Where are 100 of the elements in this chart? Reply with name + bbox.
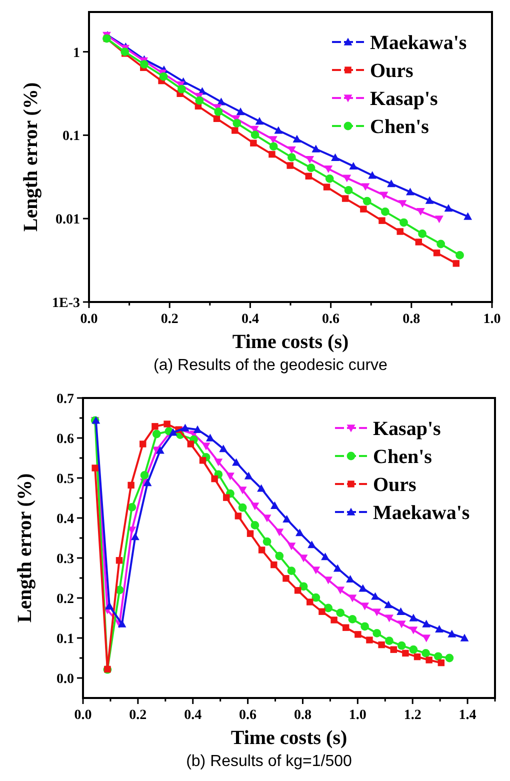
point <box>312 144 320 152</box>
point <box>296 528 304 536</box>
point <box>116 557 123 564</box>
point <box>286 162 294 169</box>
point <box>445 654 454 662</box>
x-tick-label: 1.0 <box>483 312 501 327</box>
point <box>213 115 220 122</box>
point <box>250 502 260 510</box>
point <box>195 96 204 105</box>
point <box>464 212 472 220</box>
point <box>433 250 440 256</box>
point <box>460 634 469 642</box>
point <box>299 582 308 591</box>
point <box>318 608 326 615</box>
point <box>321 552 330 560</box>
legend-label: Maekawa's <box>370 32 467 54</box>
point <box>140 60 148 68</box>
point <box>250 130 260 140</box>
point <box>336 586 345 594</box>
x-axis-title: Time costs (s) <box>232 331 349 353</box>
x-tick-label: 0.4 <box>184 708 202 723</box>
y-axis-title: Length error (%) <box>14 473 36 623</box>
x-axis-title: Time costs (s) <box>230 727 348 749</box>
y-tick-label: 0.7 <box>56 392 74 407</box>
legend-label: Ours <box>370 60 414 82</box>
point <box>308 540 316 548</box>
point <box>344 186 353 194</box>
point <box>360 622 370 631</box>
y-tick-label: 0.1 <box>56 632 74 647</box>
point <box>425 196 434 204</box>
point <box>348 594 357 602</box>
point <box>456 251 464 260</box>
point <box>371 592 380 600</box>
x-tick-label: 1.0 <box>348 708 366 723</box>
point <box>402 650 409 657</box>
x-tick-label: 0.4 <box>241 312 259 327</box>
point <box>238 503 247 512</box>
point <box>258 546 266 554</box>
point <box>324 576 332 584</box>
point <box>444 204 453 212</box>
point <box>282 575 290 582</box>
point <box>325 174 334 183</box>
x-tick-label: 0.2 <box>129 708 147 723</box>
y-tick-label: 1E-3 <box>52 296 80 311</box>
point <box>312 566 320 574</box>
point <box>223 494 230 501</box>
point <box>385 636 394 645</box>
point <box>156 446 164 454</box>
point <box>202 442 210 450</box>
point <box>193 425 202 433</box>
point <box>206 434 214 442</box>
point <box>128 503 136 512</box>
point <box>226 472 234 480</box>
point <box>92 464 98 472</box>
point <box>288 146 296 154</box>
point <box>232 119 242 128</box>
point <box>387 180 396 188</box>
point <box>143 478 152 486</box>
point <box>312 593 320 602</box>
point <box>214 108 223 116</box>
point <box>346 575 354 583</box>
point <box>435 625 444 633</box>
y-tick-label: 0.5 <box>56 472 74 487</box>
text: (b) Results of kg=1/500 <box>186 753 352 770</box>
point <box>366 636 373 644</box>
point <box>268 150 276 158</box>
point <box>140 471 149 480</box>
y-tick-label: 0.4 <box>56 512 74 527</box>
point <box>294 587 302 594</box>
y-tick-label: 1 <box>73 46 80 61</box>
point <box>187 440 194 448</box>
point <box>211 475 218 482</box>
point <box>422 620 431 628</box>
x-tick-label: 0.0 <box>74 708 92 723</box>
point <box>177 84 186 94</box>
point <box>360 206 367 212</box>
y-tick-label: 0.1 <box>62 129 80 144</box>
point <box>336 608 345 617</box>
y-tick-label: 0.01 <box>56 212 80 228</box>
y-axis-title: Length error (%) <box>20 82 42 232</box>
point <box>288 153 296 162</box>
legend-label: Chen's <box>370 116 430 138</box>
point <box>250 140 257 146</box>
point <box>306 164 316 172</box>
point <box>214 458 223 466</box>
point <box>287 566 296 575</box>
x-tick-label: 0.0 <box>80 312 98 327</box>
x-tick-label: 0.8 <box>402 312 420 327</box>
point <box>434 652 442 661</box>
point <box>287 542 296 550</box>
point <box>396 228 404 235</box>
point <box>270 561 278 568</box>
point <box>396 607 405 615</box>
point <box>438 659 445 666</box>
point <box>152 423 158 430</box>
point <box>406 188 414 196</box>
point <box>219 444 228 452</box>
point <box>331 153 340 161</box>
point <box>199 457 206 464</box>
point <box>409 614 418 622</box>
